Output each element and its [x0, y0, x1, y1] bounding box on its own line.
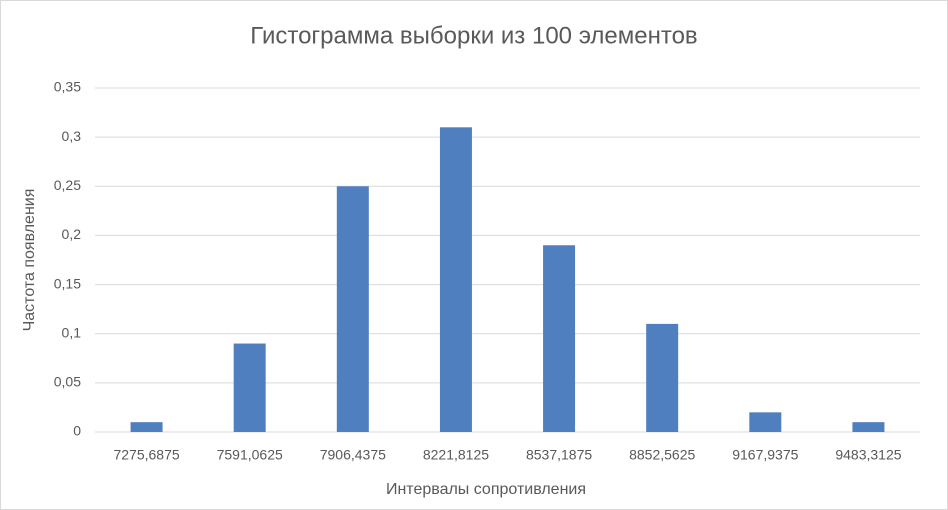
y-tick-label: 0 — [73, 423, 81, 439]
bar — [749, 412, 782, 432]
bar — [130, 422, 163, 432]
y-tick-label: 0,35 — [54, 79, 81, 95]
y-tick-label: 0,1 — [62, 324, 82, 340]
chart-title: Гистограмма выборки из 100 элементов — [250, 22, 697, 49]
x-tick-label: 8852,5625 — [629, 447, 695, 463]
x-tick-label: 7591,0625 — [217, 447, 283, 463]
x-tick-label: 8537,1875 — [526, 447, 592, 463]
x-axis-title: Интервалы сопротивления — [386, 481, 586, 498]
y-tick-label: 0,25 — [54, 177, 81, 193]
bar — [233, 343, 266, 432]
x-tick-label: 9167,9375 — [732, 447, 798, 463]
bar — [336, 186, 369, 432]
y-tick-label: 0,15 — [54, 275, 81, 291]
bar — [439, 127, 472, 433]
bar — [646, 323, 679, 432]
x-tick-label: 8221,8125 — [423, 447, 489, 463]
y-tick-label: 0,2 — [62, 226, 82, 242]
bar — [543, 245, 576, 432]
y-tick-label: 0,05 — [54, 374, 81, 390]
y-axis-title: Частота появления — [21, 189, 38, 332]
bar — [852, 422, 885, 432]
x-tick-label: 7906,4375 — [320, 447, 386, 463]
x-tick-label: 9483,3125 — [835, 447, 901, 463]
x-tick-label: 7275,6875 — [113, 447, 179, 463]
y-tick-label: 0,3 — [62, 128, 82, 144]
